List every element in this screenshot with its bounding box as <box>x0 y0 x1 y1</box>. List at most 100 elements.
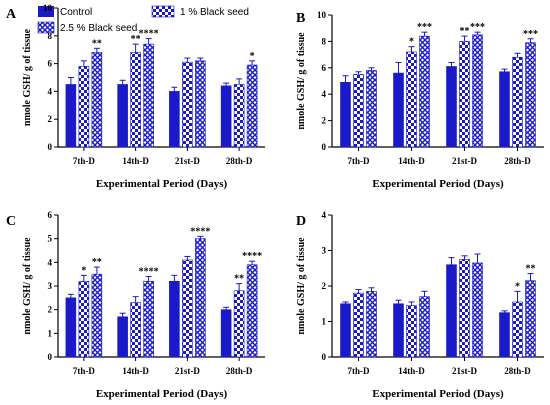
bar-2-5pct <box>91 273 103 358</box>
bar-control <box>499 312 510 358</box>
significance-marker: ** <box>131 34 141 45</box>
significance-marker: ** <box>526 264 536 275</box>
y-tick-label: 4 <box>48 257 53 267</box>
significance-marker: * <box>409 37 414 48</box>
bar-1pct <box>78 66 90 148</box>
x-tick-label: 14th-D <box>122 156 149 166</box>
bar-control <box>393 72 404 148</box>
x-tick-label: 21st-D <box>175 366 200 376</box>
legend-swatch-2-5pct <box>37 21 55 34</box>
significance-marker: *** <box>417 22 432 33</box>
bar-control <box>117 316 128 358</box>
significance-marker: ** <box>234 274 244 285</box>
y-tick-label: 5 <box>48 234 53 244</box>
bar-control <box>169 91 180 148</box>
significance-marker: * <box>250 51 255 62</box>
bar-2-5pct <box>366 70 377 148</box>
x-tick-label: 28th-D <box>504 156 531 166</box>
bar-1pct <box>459 259 470 358</box>
x-tick-label: 21st-D <box>452 156 477 166</box>
bar-2-5pct <box>419 296 430 358</box>
bar-2-5pct <box>246 264 258 358</box>
significance-marker: **** <box>139 29 159 40</box>
bar-control <box>446 264 457 358</box>
x-tick-label: 14th-D <box>122 366 149 376</box>
bar-control <box>393 303 404 358</box>
y-tick-label: 8 <box>322 36 327 46</box>
y-tick-label: 6 <box>48 59 53 69</box>
significance-marker: * <box>81 265 86 276</box>
panel-letter: B <box>296 11 305 26</box>
legend: Control 1 % Black seed 2.5 % Black seed <box>37 5 249 34</box>
significance-marker: *** <box>523 29 538 40</box>
bar-2-5pct <box>246 64 258 148</box>
y-tick-label: 1 <box>322 317 327 327</box>
bar-2-5pct <box>195 238 206 358</box>
x-axis-label: Experimental Period (Days) <box>96 388 228 400</box>
y-tick-label: 0 <box>322 352 327 362</box>
bar-2-5pct <box>525 42 536 148</box>
panel-a: A 0 2 4 6 8 10 nmole GSH/ g of tissue Experiment… <box>6 3 265 190</box>
y-axis-label: nmole GSH/ g of tissue <box>296 32 307 130</box>
y-tick-label: 2 <box>322 281 327 291</box>
y-tick-label: 8 <box>48 31 53 41</box>
y-tick-label: 3 <box>48 281 53 291</box>
bar-1pct <box>233 84 245 148</box>
bar-2-5pct <box>525 280 536 358</box>
bar-control <box>169 280 180 358</box>
y-tick-label: 4 <box>322 210 327 220</box>
panel-letter: A <box>6 7 17 22</box>
legend-label-1pct: 1 % Black seed <box>180 7 249 18</box>
bar-2-5pct <box>366 291 377 358</box>
significance-marker: **** <box>139 267 159 278</box>
bar-control <box>340 303 351 358</box>
bar-control <box>65 297 77 358</box>
x-tick-label: 21st-D <box>452 366 477 376</box>
panel-letter: D <box>296 214 306 229</box>
bar-control <box>220 309 232 358</box>
bar-2-5pct <box>472 34 483 148</box>
y-tick-label: 6 <box>322 63 327 73</box>
x-tick-label: 28th-D <box>226 156 253 166</box>
y-tick-label: 1 <box>48 328 53 338</box>
x-tick-label: 21st-D <box>175 156 200 166</box>
bar-control <box>65 84 77 148</box>
bar-control <box>499 71 510 148</box>
y-axis-label: nmole GSH/ g of tissue <box>22 237 33 335</box>
bar-1pct <box>78 280 90 358</box>
bar-1pct <box>406 51 417 148</box>
legend-swatch-1pct <box>151 5 175 18</box>
x-axis-label: Experimental Period (Days) <box>372 178 504 190</box>
bar-2-5pct <box>91 52 103 148</box>
x-tick-label: 7th-D <box>73 156 95 166</box>
legend-swatch-control <box>38 6 54 17</box>
bar-2-5pct <box>195 60 206 148</box>
y-tick-label: 10 <box>317 10 327 20</box>
bar-1pct <box>512 301 523 358</box>
significance-marker: * <box>515 281 520 292</box>
bar-control <box>117 84 128 148</box>
y-tick-label: 4 <box>48 86 53 96</box>
bar-1pct <box>182 259 193 358</box>
y-tick-label: 10 <box>43 3 53 13</box>
bar-control <box>220 85 232 148</box>
bar-2-5pct <box>419 35 430 148</box>
legend-label-2-5pct: 2.5 % Black seed <box>60 23 137 34</box>
bar-2-5pct <box>472 262 483 358</box>
panel-d: D 0 1 2 3 4 nmole GSH/ g of tissue Experimental… <box>296 210 544 400</box>
bar-1pct <box>353 74 364 148</box>
x-tick-label: 28th-D <box>226 366 253 376</box>
bar-1pct <box>233 290 245 358</box>
y-tick-label: 2 <box>48 305 53 315</box>
bar-1pct <box>130 302 141 358</box>
significance-marker: *** <box>470 22 485 33</box>
y-tick-label: 0 <box>48 142 53 152</box>
bar-control <box>340 82 351 148</box>
y-tick-label: 2 <box>48 114 53 124</box>
x-tick-label: 7th-D <box>73 366 95 376</box>
x-tick-label: 14th-D <box>398 366 425 376</box>
bar-1pct <box>406 305 417 358</box>
panel-b: B 0 2 4 6 8 10 nmole GSH/ g of tissue Experiment… <box>296 10 544 190</box>
bar-control <box>446 66 457 148</box>
